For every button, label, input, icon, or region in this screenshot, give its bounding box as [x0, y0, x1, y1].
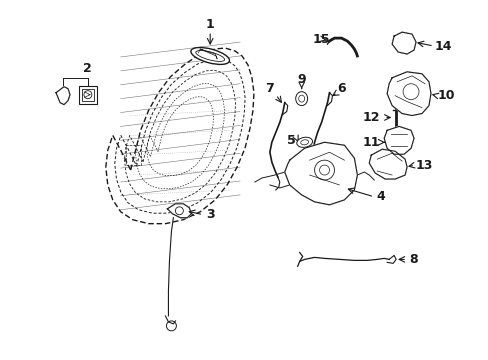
Ellipse shape — [190, 48, 229, 64]
Text: 9: 9 — [297, 73, 305, 86]
Text: 14: 14 — [433, 40, 451, 53]
Polygon shape — [167, 204, 191, 218]
Ellipse shape — [295, 92, 307, 105]
Polygon shape — [384, 126, 413, 154]
Text: 10: 10 — [436, 89, 454, 102]
Polygon shape — [284, 142, 357, 205]
Polygon shape — [79, 86, 97, 104]
Text: 6: 6 — [336, 82, 345, 95]
Text: 7: 7 — [265, 82, 274, 95]
Text: 15: 15 — [312, 33, 329, 46]
Polygon shape — [368, 149, 406, 179]
Text: 8: 8 — [409, 253, 418, 266]
Text: 2: 2 — [82, 62, 91, 75]
Polygon shape — [391, 32, 415, 54]
Polygon shape — [386, 72, 430, 116]
Text: 5: 5 — [287, 134, 296, 147]
Text: 11: 11 — [362, 136, 379, 149]
Text: 13: 13 — [414, 159, 432, 172]
Text: 3: 3 — [205, 208, 214, 221]
Text: 1: 1 — [205, 18, 214, 31]
Ellipse shape — [296, 137, 312, 147]
Text: 12: 12 — [362, 111, 379, 124]
Text: 4: 4 — [376, 190, 385, 203]
Polygon shape — [56, 87, 70, 105]
